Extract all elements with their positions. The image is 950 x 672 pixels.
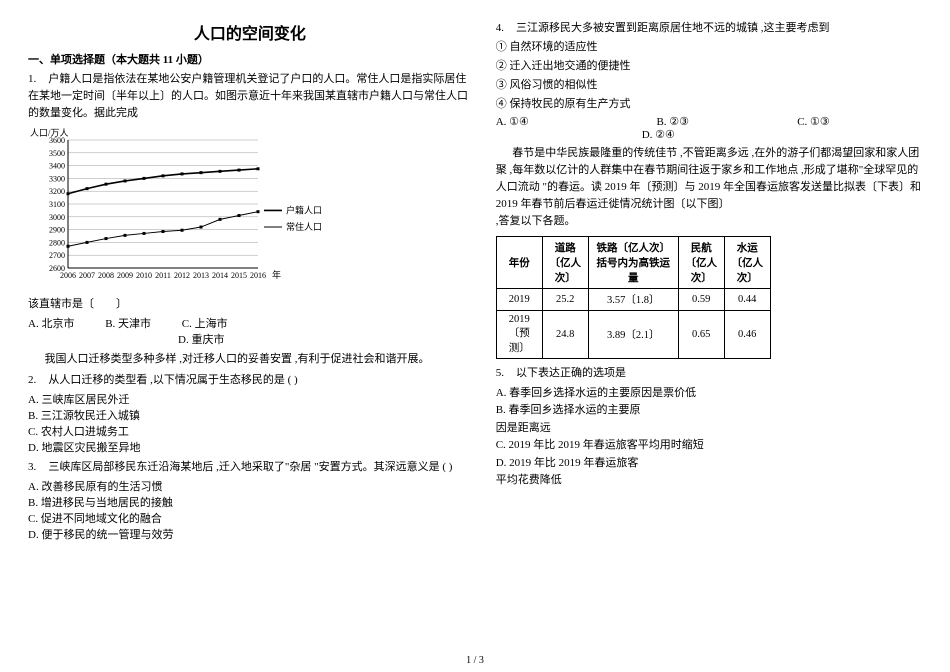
svg-text:3600: 3600 xyxy=(49,136,65,145)
td-rail-2: 3.89〔2.1〕 xyxy=(588,311,678,359)
th-year: 年份 xyxy=(496,237,542,289)
q5-opt-d: D. 2019 年比 2019 年春运旅客平均花费降低 xyxy=(496,455,649,490)
q3-text: 三峡库区局部移民东迁沿海某地后 ,迁入地采取了"杂居 "安置方式。其深远意义是 … xyxy=(48,461,452,473)
q1-opt-b: B. 天津市 xyxy=(105,315,151,331)
svg-text:2014: 2014 xyxy=(212,271,228,280)
q3-options: A. 改善移民原有的生活习惯 B. 增进移民与当地居民的接触 C. 促进不同地域… xyxy=(28,478,472,542)
svg-text:2016: 2016 xyxy=(250,271,266,280)
q3-opt-c: C. 促进不同地域文化的融合 xyxy=(28,510,241,526)
q5-options: A. 春季回乡选择水运的主要原因是票价低 B. 春季回乡选择水运的主要原因是距离… xyxy=(496,385,922,491)
q4-text: 三江源移民大多被安置到距离原居住地不远的城镇 ,这主要考虑到 xyxy=(516,22,830,34)
q3-opt-d: D. 便于移民的统一管理与效劳 xyxy=(28,526,241,542)
chunyun-table: 年份 道路〔亿人次〕 铁路〔亿人次〕 括号内为高铁运量 民航〔亿人次〕 水运〔亿… xyxy=(496,236,771,359)
q2-opt-b: B. 三江源牧民迁入城镇 xyxy=(28,407,241,423)
th-road: 道路〔亿人次〕 xyxy=(542,237,588,289)
population-chart: 人口/万人26002700280029003000310032003300340… xyxy=(28,126,472,294)
q4-opt-c: C. ①③ xyxy=(797,115,830,128)
svg-text:3200: 3200 xyxy=(49,187,65,196)
q2-opt-d: D. 地震区灾民搬至异地 xyxy=(28,439,241,455)
q4-c3: ③ 风俗习惯的相似性 xyxy=(496,77,922,94)
th-rail: 铁路〔亿人次〕 括号内为高铁运量 xyxy=(588,237,678,289)
q1-opt-c: C. 上海市 xyxy=(182,315,228,331)
q4-c1: ① 自然环境的适应性 xyxy=(496,39,922,56)
q4-opt-b: B. ②③ xyxy=(656,115,766,128)
td-water-2: 0.46 xyxy=(724,311,770,359)
q4-opt-a: A. ①④ xyxy=(496,115,626,128)
td-year-1: 2019 xyxy=(496,289,542,311)
td-air-1: 0.59 xyxy=(678,289,724,311)
q2-opt-a: A. 三峡库区居民外迁 xyxy=(28,391,241,407)
table-row: 2019〔预测〕 24.8 3.89〔2.1〕 0.65 0.46 xyxy=(496,311,770,359)
bridge2: 春节是中华民族最隆重的传统佳节 ,不管距离多远 ,在外的游子们都渴望回家和家人团… xyxy=(496,145,922,213)
q4-opt-d: D. ②④ xyxy=(642,128,675,141)
svg-text:3300: 3300 xyxy=(49,175,65,184)
q1-stem: 1. 户籍人口是指依法在某地公安户籍管理机关登记了户口的人口。常住人口是指实际居… xyxy=(28,71,472,122)
svg-text:2013: 2013 xyxy=(193,271,209,280)
q5-opt-c: C. 2019 年比 2019 年春运旅客平均用时缩短 xyxy=(496,437,752,455)
q5-opt-b: B. 春季回乡选择水运的主要原因是距离远 xyxy=(496,402,649,437)
q5-opt-a: A. 春季回乡选择水运的主要原因是票价低 xyxy=(496,385,752,403)
section-label: 一、单项选择题（本大题共 11 小题） xyxy=(28,54,209,66)
section-heading: 一、单项选择题（本大题共 11 小题） xyxy=(28,52,472,69)
q4-options: A. ①④ B. ②③ C. ①③ D. ②④ xyxy=(496,115,922,141)
svg-text:3000: 3000 xyxy=(49,213,65,222)
q1-text: 户籍人口是指依法在某地公安户籍管理机关登记了户口的人口。常住人口是指实际居住在某… xyxy=(28,73,468,119)
td-year-2: 2019〔预测〕 xyxy=(496,311,542,359)
td-water-1: 0.44 xyxy=(724,289,770,311)
svg-text:户籍人口: 户籍人口 xyxy=(286,205,322,216)
td-rail-1: 3.57〔1.8〕 xyxy=(588,289,678,311)
th-rail-sub: 括号内为高铁运量 xyxy=(596,258,670,284)
svg-text:常住人口: 常住人口 xyxy=(286,221,322,232)
q2-options: A. 三峡库区居民外迁 B. 三江源牧民迁入城镇 C. 农村人口进城务工 D. … xyxy=(28,391,472,455)
svg-text:2009: 2009 xyxy=(117,271,133,280)
q1-opt-a: A. 北京市 xyxy=(28,315,74,331)
bridge1: 我国人口迁移类型多种多样 ,对迁移人口的妥善安置 ,有利于促进社会和谐开展。 xyxy=(28,351,472,368)
svg-text:2015: 2015 xyxy=(231,271,247,280)
q1-stem2: 该直辖市是〔 〕 xyxy=(28,296,472,313)
td-air-2: 0.65 xyxy=(678,311,724,359)
svg-text:2011: 2011 xyxy=(155,271,171,280)
svg-text:3400: 3400 xyxy=(49,162,65,171)
td-road-1: 25.2 xyxy=(542,289,588,311)
svg-text:3100: 3100 xyxy=(49,200,65,209)
chart-svg: 人口/万人26002700280029003000310032003300340… xyxy=(28,126,328,294)
q4-stem: 4. 三江源移民大多被安置到距离原居住地不远的城镇 ,这主要考虑到 xyxy=(496,20,922,37)
q5-text: 以下表达正确的选项是 xyxy=(516,367,626,379)
q2-opt-c: C. 农村人口进城务工 xyxy=(28,423,241,439)
q3-opt-b: B. 增进移民与当地居民的接触 xyxy=(28,494,241,510)
q4-c4: ④ 保持牧民的原有生产方式 xyxy=(496,96,922,113)
q3-num: 3. xyxy=(28,459,46,476)
svg-text:年: 年 xyxy=(272,269,281,280)
th-water: 水运〔亿人次〕 xyxy=(724,237,770,289)
svg-text:2900: 2900 xyxy=(49,226,65,235)
svg-text:3500: 3500 xyxy=(49,149,65,158)
svg-text:2700: 2700 xyxy=(49,251,65,260)
svg-text:2008: 2008 xyxy=(98,271,114,280)
q4-c2: ② 迁入迁出地交通的便捷性 xyxy=(496,58,922,75)
table-row: 年份 道路〔亿人次〕 铁路〔亿人次〕 括号内为高铁运量 民航〔亿人次〕 水运〔亿… xyxy=(496,237,770,289)
q5-num: 5. xyxy=(496,365,514,382)
svg-text:2012: 2012 xyxy=(174,271,190,280)
th-air: 民航〔亿人次〕 xyxy=(678,237,724,289)
svg-text:2007: 2007 xyxy=(79,271,95,280)
table-row: 2019 25.2 3.57〔1.8〕 0.59 0.44 xyxy=(496,289,770,311)
bridge2b: ,答复以下各题。 xyxy=(496,213,922,230)
q1-opt-d: D. 重庆市 xyxy=(178,331,224,347)
svg-text:2800: 2800 xyxy=(49,239,65,248)
q5-stem: 5. 以下表达正确的选项是 xyxy=(496,365,922,382)
svg-text:2010: 2010 xyxy=(136,271,152,280)
q1-options: A. 北京市 B. 天津市 C. 上海市 D. 重庆市 xyxy=(28,315,472,347)
page-title: 人口的空间变化 xyxy=(28,20,472,44)
svg-text:2006: 2006 xyxy=(60,271,76,280)
q3-opt-a: A. 改善移民原有的生活习惯 xyxy=(28,478,241,494)
page-number: 1 / 3 xyxy=(466,655,484,666)
q1-num: 1. xyxy=(28,71,46,88)
q2-num: 2. xyxy=(28,372,46,389)
th-rail-main: 铁路〔亿人次〕 xyxy=(596,243,670,254)
q4-num: 4. xyxy=(496,20,514,37)
q3-stem: 3. 三峡库区局部移民东迁沿海某地后 ,迁入地采取了"杂居 "安置方式。其深远意… xyxy=(28,459,472,476)
q2-text: 从人口迁移的类型看 ,以下情况属于生态移民的是 ( ) xyxy=(48,374,297,386)
q2-stem: 2. 从人口迁移的类型看 ,以下情况属于生态移民的是 ( ) xyxy=(28,372,472,389)
td-road-2: 24.8 xyxy=(542,311,588,359)
